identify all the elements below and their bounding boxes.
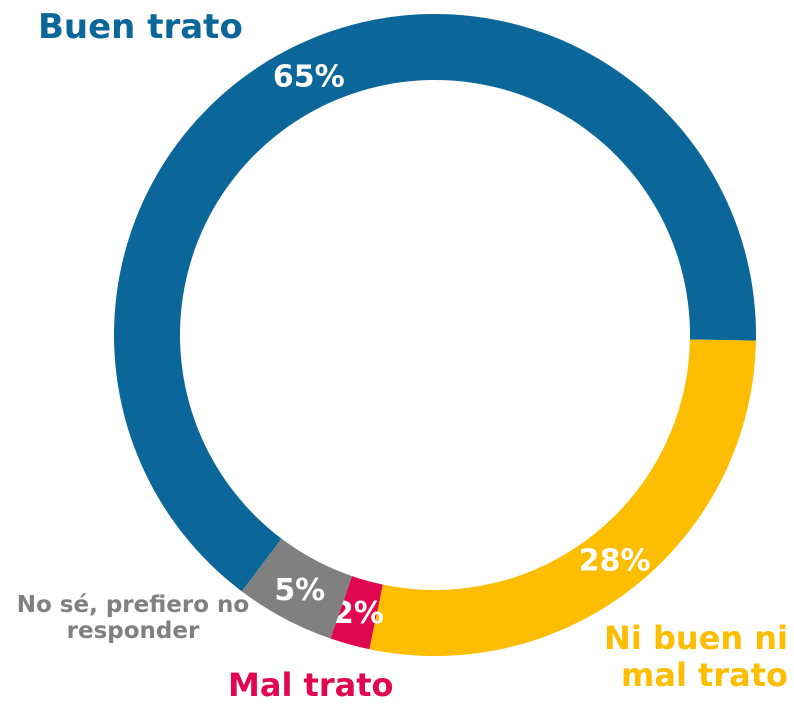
donut-segment — [241, 538, 352, 639]
category-label: Mal trato — [228, 666, 394, 704]
donut-segment — [330, 576, 383, 650]
donut-segment — [369, 339, 756, 656]
category-label: Buen trato — [38, 7, 243, 47]
category-label: Ni buen ni mal trato — [604, 619, 788, 694]
value-label: 65% — [273, 60, 345, 95]
value-label: 28% — [579, 544, 651, 579]
category-label: No sé, prefiero no responder — [16, 592, 250, 645]
value-label: 5% — [274, 573, 325, 608]
